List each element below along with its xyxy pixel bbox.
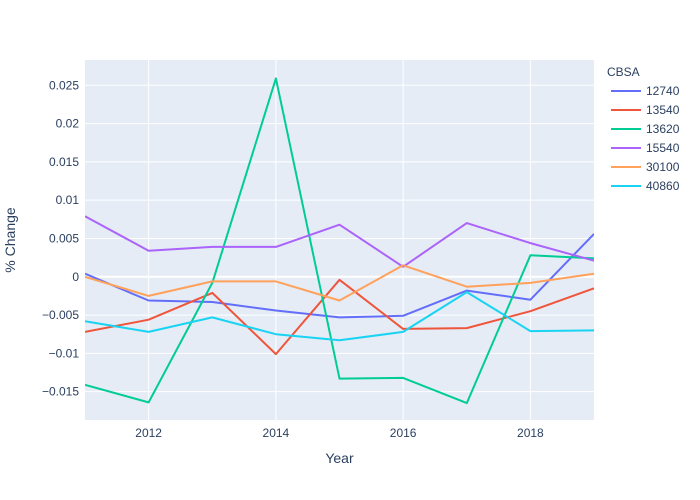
y-tick-label: −0.01 bbox=[49, 346, 80, 360]
y-tick-label: 0 bbox=[72, 270, 79, 284]
series-line-40860 bbox=[85, 291, 594, 342]
legend-label: 13620 bbox=[646, 122, 680, 136]
legend-label: 15540 bbox=[646, 141, 680, 155]
series-line-12740 bbox=[85, 233, 594, 319]
legend-label: 13540 bbox=[646, 103, 680, 117]
legend-item-15540[interactable]: 15540 bbox=[611, 141, 680, 155]
y-axis-title: % Change bbox=[2, 207, 18, 273]
x-tick-label: 2018 bbox=[517, 426, 544, 440]
x-tick-label: 2014 bbox=[263, 426, 290, 440]
plot-background bbox=[85, 60, 594, 420]
series-line-13620 bbox=[85, 77, 594, 405]
y-tick-labels: 0.025 0.02 0.015 0.01 0.005 0 −0.005 −0.01 −0.01… bbox=[42, 78, 79, 398]
legend-item-30100[interactable]: 30100 bbox=[611, 160, 680, 174]
legend-item-13620[interactable]: 13620 bbox=[611, 122, 680, 136]
x-tick-label: 2016 bbox=[390, 426, 417, 440]
y-gridlines bbox=[85, 84, 594, 393]
legend-label: 30100 bbox=[646, 160, 680, 174]
y-tick-label: 0.01 bbox=[56, 193, 80, 207]
x-tick-labels: 2012 2014 2016 2018 bbox=[135, 426, 544, 440]
legend-item-12740[interactable]: 12740 bbox=[611, 84, 680, 98]
x-axis-title: Year bbox=[325, 450, 354, 466]
y-tick-label: 0.02 bbox=[56, 117, 80, 131]
series-line-15540 bbox=[85, 215, 594, 268]
legend-title: CBSA bbox=[607, 65, 640, 79]
series-line-13540 bbox=[85, 278, 594, 356]
legend[interactable]: CBSA 12740 13540 13620 15540 30100 40860 bbox=[607, 65, 680, 193]
x-tick-label: 2012 bbox=[135, 426, 162, 440]
legend-label: 12740 bbox=[646, 84, 680, 98]
legend-item-13540[interactable]: 13540 bbox=[611, 103, 680, 117]
y-tick-label: 0.015 bbox=[49, 155, 79, 169]
y-tick-label: 0.005 bbox=[49, 231, 79, 245]
legend-item-40860[interactable]: 40860 bbox=[611, 179, 680, 193]
y-tick-label: −0.005 bbox=[42, 308, 79, 322]
legend-label: 40860 bbox=[646, 179, 680, 193]
series-lines bbox=[85, 77, 594, 405]
series-line-30100 bbox=[85, 264, 594, 302]
x-gridlines bbox=[148, 60, 531, 420]
y-tick-label: −0.015 bbox=[42, 385, 79, 399]
y-tick-label: 0.025 bbox=[49, 78, 79, 92]
